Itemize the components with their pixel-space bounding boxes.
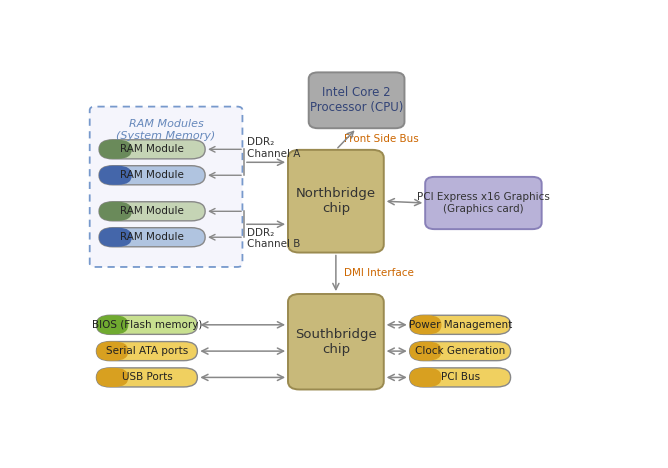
- FancyBboxPatch shape: [99, 202, 132, 221]
- Text: BIOS (Flash memory): BIOS (Flash memory): [92, 320, 202, 330]
- FancyBboxPatch shape: [99, 228, 205, 247]
- FancyBboxPatch shape: [96, 368, 198, 387]
- Text: DDR₂
Channel A: DDR₂ Channel A: [246, 137, 300, 159]
- FancyBboxPatch shape: [409, 342, 510, 361]
- Text: Southbridge
chip: Southbridge chip: [295, 328, 377, 356]
- FancyBboxPatch shape: [99, 140, 132, 159]
- FancyBboxPatch shape: [99, 140, 205, 159]
- FancyBboxPatch shape: [426, 177, 542, 229]
- Text: Front Side Bus: Front Side Bus: [343, 134, 418, 144]
- FancyBboxPatch shape: [409, 342, 442, 361]
- Text: Power Management: Power Management: [409, 320, 512, 330]
- Text: Serial ATA ports: Serial ATA ports: [106, 346, 188, 356]
- Text: RAM Module: RAM Module: [120, 144, 184, 154]
- FancyBboxPatch shape: [309, 73, 405, 128]
- FancyBboxPatch shape: [288, 150, 384, 253]
- Text: RAM Module: RAM Module: [120, 206, 184, 216]
- FancyBboxPatch shape: [96, 342, 128, 361]
- FancyBboxPatch shape: [90, 107, 242, 267]
- Text: RAM Modules
(System Memory): RAM Modules (System Memory): [116, 119, 216, 141]
- Text: PCI Express x16 Graphics
(Graphics card): PCI Express x16 Graphics (Graphics card): [417, 192, 550, 214]
- FancyBboxPatch shape: [96, 315, 198, 334]
- FancyBboxPatch shape: [96, 368, 128, 387]
- FancyBboxPatch shape: [99, 228, 132, 247]
- FancyBboxPatch shape: [409, 315, 442, 334]
- FancyBboxPatch shape: [96, 315, 128, 334]
- FancyBboxPatch shape: [288, 294, 384, 389]
- Text: DDR₂
Channel B: DDR₂ Channel B: [246, 228, 300, 249]
- Text: DMI Interface: DMI Interface: [343, 268, 413, 278]
- Text: Clock Generation: Clock Generation: [415, 346, 505, 356]
- FancyBboxPatch shape: [409, 315, 510, 334]
- Text: PCI Bus: PCI Bus: [441, 373, 480, 382]
- Text: RAM Module: RAM Module: [120, 170, 184, 180]
- FancyBboxPatch shape: [409, 368, 510, 387]
- Text: RAM Module: RAM Module: [120, 232, 184, 242]
- Text: USB Ports: USB Ports: [122, 373, 172, 382]
- FancyBboxPatch shape: [99, 202, 205, 221]
- FancyBboxPatch shape: [96, 342, 198, 361]
- FancyBboxPatch shape: [99, 166, 132, 185]
- Text: Northbridge
chip: Northbridge chip: [296, 187, 376, 215]
- FancyBboxPatch shape: [409, 368, 442, 387]
- Text: Intel Core 2
Processor (CPU): Intel Core 2 Processor (CPU): [310, 86, 403, 114]
- FancyBboxPatch shape: [99, 166, 205, 185]
